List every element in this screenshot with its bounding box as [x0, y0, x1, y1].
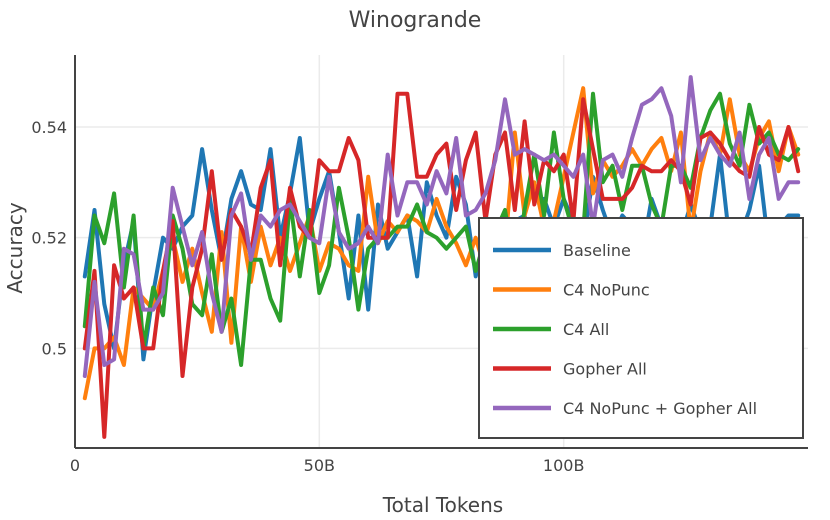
legend-label-c4-nopunc-gopher-all: C4 NoPunc + Gopher All [563, 399, 757, 418]
y-tick-label: 0.54 [31, 118, 67, 137]
axes: 0 50B 100B 0.5 0.52 0.54 [31, 55, 808, 475]
legend-label-c4-nopunc: C4 NoPunc [563, 281, 650, 300]
legend: Baseline C4 NoPunc C4 All Gopher All C4 NoPu… [478, 217, 804, 439]
x-tick-label: 0 [70, 456, 80, 475]
x-tick-label: 50B [304, 456, 335, 475]
y-tick-label: 0.5 [42, 339, 67, 358]
y-axis-title: Accuracy [3, 202, 27, 293]
legend-label-c4-all: C4 All [563, 320, 609, 339]
legend-label-gopher-all: Gopher All [563, 360, 647, 379]
y-tick-label: 0.52 [31, 229, 67, 248]
x-tick-label: 100B [543, 456, 585, 475]
x-axis-title: Total Tokens [382, 493, 503, 517]
legend-label-baseline: Baseline [563, 241, 631, 260]
chart-title: Winogrande [349, 8, 482, 33]
series-line-c4-nopunc-gopher-all [82, 75, 801, 378]
